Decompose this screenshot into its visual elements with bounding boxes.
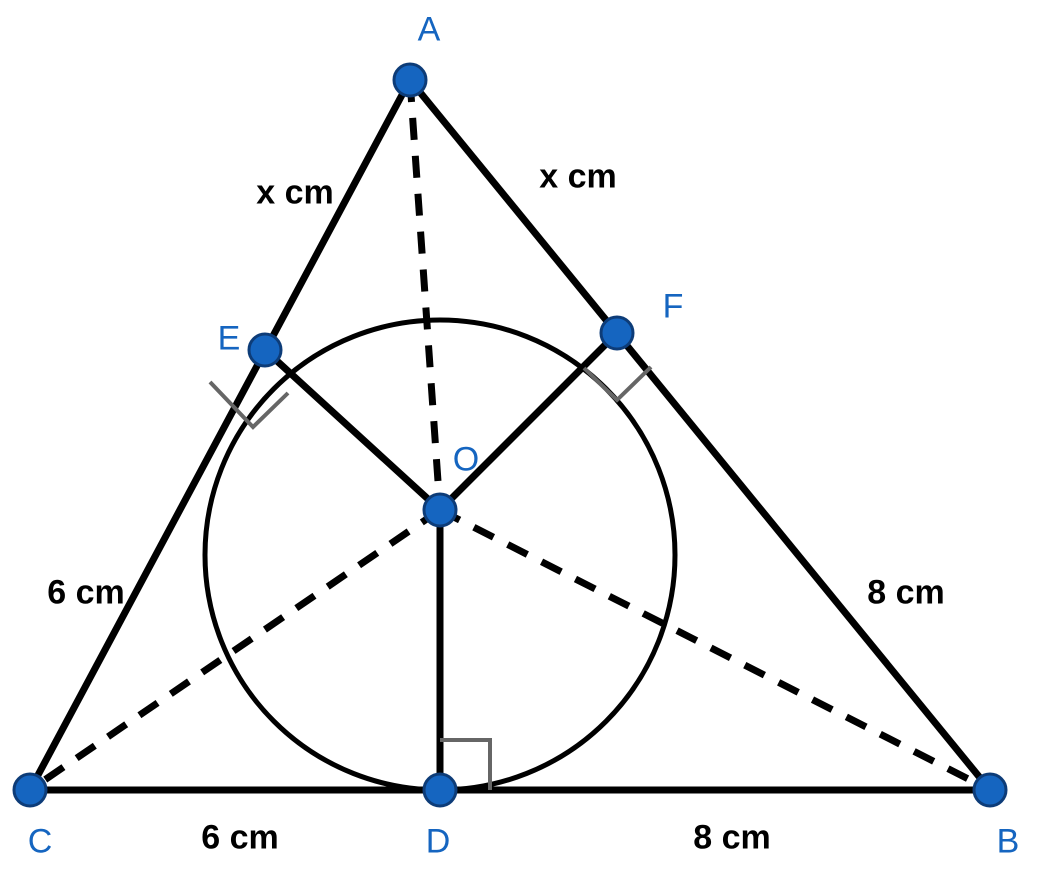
point-b: [974, 774, 1006, 806]
geometry-svg: [0, 0, 1048, 893]
dashed-ao: [410, 80, 440, 510]
measurement-ce: 6 cm: [47, 574, 125, 613]
label-e: E: [218, 320, 241, 359]
point-d: [424, 774, 456, 806]
label-b: B: [997, 823, 1020, 862]
geometry-diagram: A B C D E F O x cm x cm 6 cm 8 cm 6 cm 8…: [0, 0, 1048, 893]
point-c: [14, 774, 46, 806]
label-o: O: [453, 441, 479, 480]
label-d: D: [426, 823, 451, 862]
measurement-cd: 6 cm: [201, 819, 279, 858]
label-f: F: [663, 288, 684, 327]
measurement-af: x cm: [539, 158, 617, 197]
label-c: C: [28, 823, 53, 862]
edge-ab: [410, 80, 990, 790]
measurement-bf: 8 cm: [867, 574, 945, 613]
dashed-ob: [440, 510, 990, 790]
right-angle-f: [584, 367, 651, 400]
measurement-db: 8 cm: [693, 819, 771, 858]
point-e: [249, 334, 281, 366]
point-a: [394, 64, 426, 96]
dashed-oc: [30, 510, 440, 790]
label-a: A: [418, 11, 441, 50]
radius-oe: [265, 350, 440, 510]
measurement-ae: x cm: [256, 174, 334, 213]
point-o: [424, 494, 456, 526]
radius-of: [440, 333, 617, 510]
point-f: [601, 317, 633, 349]
